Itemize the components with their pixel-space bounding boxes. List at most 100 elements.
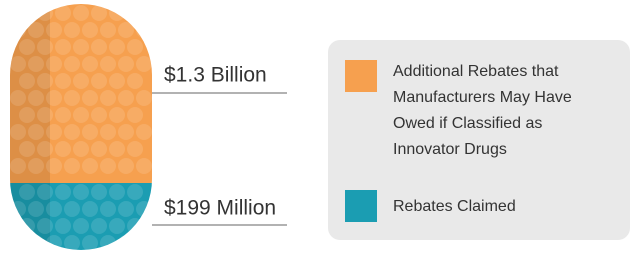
- pill-dot: [73, 5, 89, 21]
- pill-dot: [73, 39, 89, 55]
- pill-dot: [73, 107, 89, 123]
- pill-dot: [91, 184, 107, 200]
- pill-dot: [10, 158, 26, 174]
- pill-dot: [55, 5, 71, 21]
- segment-label: $199 Million: [164, 197, 276, 220]
- pill-dot: [136, 56, 152, 72]
- pill-dot: [100, 56, 116, 72]
- pill-dot: [127, 39, 143, 55]
- pill-dot: [46, 22, 62, 38]
- legend-swatch: [345, 60, 377, 92]
- pill-dot: [46, 235, 62, 251]
- pill-dot: [46, 90, 62, 106]
- pill-dot: [64, 90, 80, 106]
- pill-dot: [73, 184, 89, 200]
- pill-dot: [10, 124, 26, 140]
- pill-dot: [37, 73, 53, 89]
- pill-dot: [10, 235, 26, 251]
- segment-label: $1.3 Billion: [164, 64, 267, 87]
- pill-dot: [136, 22, 152, 38]
- pill-dot: [28, 158, 44, 174]
- pill-dot: [136, 124, 152, 140]
- pill-dot: [55, 73, 71, 89]
- pill-dot: [10, 90, 26, 106]
- pill-dot: [109, 5, 125, 21]
- legend-text: Owed if Classified as: [393, 115, 542, 132]
- pill-dot: [73, 218, 89, 234]
- pill-dot: [10, 22, 26, 38]
- pill-dot: [55, 107, 71, 123]
- pill-dot: [37, 107, 53, 123]
- pill-dot: [55, 141, 71, 157]
- pill-dot: [46, 201, 62, 217]
- pill-dot: [73, 73, 89, 89]
- pill-dot: [73, 141, 89, 157]
- pill-dot: [46, 124, 62, 140]
- pill-dot: [64, 158, 80, 174]
- pill-dot: [118, 158, 134, 174]
- pill: [10, 4, 152, 251]
- pill-dot: [100, 90, 116, 106]
- pill-dot: [82, 158, 98, 174]
- pill-dot: [109, 141, 125, 157]
- pill-dot: [136, 90, 152, 106]
- pill-dot: [19, 141, 35, 157]
- infographic: $1.3 Billion $199 Million Additional Reb…: [0, 0, 639, 254]
- pill-dot: [28, 235, 44, 251]
- pill-dot: [28, 124, 44, 140]
- pill-dot: [118, 124, 134, 140]
- pill-dot: [136, 235, 152, 251]
- pill-dot: [127, 73, 143, 89]
- pill-dot: [37, 184, 53, 200]
- pill-dot: [100, 124, 116, 140]
- pill-dot: [64, 124, 80, 140]
- legend-text: Rebates Claimed: [393, 198, 516, 215]
- pill-dot: [19, 218, 35, 234]
- pill-dot: [19, 39, 35, 55]
- pill-dot: [55, 39, 71, 55]
- pill-dot: [37, 5, 53, 21]
- pill-dot: [82, 201, 98, 217]
- pill-dot: [82, 124, 98, 140]
- legend-text: Additional Rebates that: [393, 63, 559, 80]
- pill-dot: [127, 184, 143, 200]
- pill-dot: [19, 184, 35, 200]
- pill-dot: [64, 22, 80, 38]
- pill-dot: [109, 73, 125, 89]
- pill-dot: [37, 141, 53, 157]
- pill-dot: [37, 218, 53, 234]
- pill-dot: [136, 201, 152, 217]
- legend-text: Innovator Drugs: [393, 141, 507, 158]
- pill-dot: [91, 39, 107, 55]
- pill-dot: [109, 218, 125, 234]
- pill-dot: [10, 201, 26, 217]
- pill-dot: [127, 107, 143, 123]
- pill-dot: [118, 235, 134, 251]
- pill-dot: [46, 56, 62, 72]
- pill-dot: [10, 56, 26, 72]
- pill-dot: [28, 201, 44, 217]
- pill-dot: [118, 90, 134, 106]
- pill-dot: [118, 201, 134, 217]
- pill-dot: [91, 73, 107, 89]
- pill-dot: [46, 158, 62, 174]
- pill-dot: [127, 141, 143, 157]
- pill-dot: [100, 158, 116, 174]
- pill-dot: [100, 201, 116, 217]
- legend-text: Manufacturers May Have: [393, 89, 572, 106]
- pill-dot: [82, 90, 98, 106]
- pill-dot: [19, 5, 35, 21]
- pill-dot: [19, 107, 35, 123]
- pill-dot: [100, 22, 116, 38]
- pill-dot: [118, 22, 134, 38]
- pill-dot: [91, 107, 107, 123]
- pill-dot: [64, 235, 80, 251]
- legend-swatch: [345, 190, 377, 222]
- pill-dot: [28, 22, 44, 38]
- pill-dot: [82, 56, 98, 72]
- pill-dot: [19, 73, 35, 89]
- pill-dot: [28, 56, 44, 72]
- pill-dot: [127, 5, 143, 21]
- pill-dot: [55, 184, 71, 200]
- pill-dot: [118, 56, 134, 72]
